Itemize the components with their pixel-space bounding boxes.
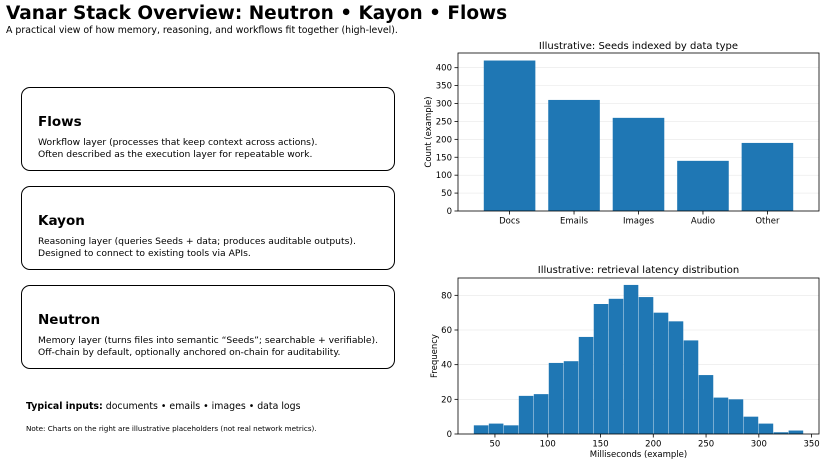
y-tick-label: 0	[447, 430, 452, 440]
layer-card-neutron: Neutron Memory layer (turns files into s…	[21, 285, 395, 369]
x-tick-label: Audio	[691, 217, 715, 227]
x-tick-label: 50	[490, 440, 501, 450]
x-tick-label: 200	[645, 440, 661, 450]
layer-description-line: Reasoning layer (queries Seeds + data; p…	[38, 236, 356, 247]
x-tick-label: 350	[803, 440, 819, 450]
y-axis-label: Frequency	[430, 334, 440, 378]
histogram-bar	[578, 336, 594, 434]
histogram-bar	[728, 399, 744, 434]
bar	[548, 99, 600, 211]
layer-description-line: Workflow layer (processes that keep cont…	[38, 137, 318, 148]
y-tick-label: 150	[436, 153, 452, 163]
histogram-bar	[698, 375, 714, 434]
layer-description-line: Off-chain by default, optionally anchore…	[38, 347, 341, 358]
chart-title: Illustrative: Seeds indexed by data type	[539, 41, 738, 52]
histogram-bar	[473, 425, 489, 434]
histogram-bar	[593, 304, 609, 434]
layer-title: Neutron	[38, 312, 101, 328]
bar	[612, 117, 665, 211]
y-tick-label: 50	[441, 189, 452, 199]
charts-note: Note: Charts on the right are illustrati…	[26, 424, 317, 433]
bar	[741, 142, 794, 211]
histogram-bar	[488, 423, 504, 434]
histogram-bar	[758, 423, 774, 434]
y-tick-label: 350	[436, 82, 452, 92]
x-tick-label: Emails	[560, 217, 589, 227]
x-tick-label: Other	[755, 217, 780, 227]
y-axis-label: Count (example)	[424, 96, 434, 167]
plot-frame	[457, 277, 820, 435]
seeds-bar-chart: 0 50 100 150 200 250 300 350 400 Docs Emails Images…	[424, 41, 820, 227]
histogram-bar	[683, 340, 699, 434]
histogram-bar	[518, 395, 534, 434]
y-tick-label: 60	[441, 326, 452, 336]
bar	[483, 60, 536, 212]
y-tick-label: 200	[436, 135, 452, 145]
y-tick-label: 80	[441, 291, 452, 301]
layer-title: Flows	[38, 114, 82, 130]
histogram-bar	[668, 321, 684, 434]
histogram-bar	[743, 416, 759, 434]
y-tick-label: 20	[441, 395, 452, 405]
histogram-bar	[503, 425, 519, 434]
bar	[677, 160, 729, 211]
typical-inputs-label: Typical inputs:	[26, 401, 103, 412]
histogram-bar	[563, 361, 579, 434]
x-axis-label: Milliseconds (example)	[590, 450, 687, 460]
x-tick-label: Docs	[499, 217, 520, 227]
plot-frame	[457, 52, 820, 212]
y-tick-label: 40	[441, 361, 452, 371]
histogram-bar	[773, 432, 789, 434]
histogram-bar	[608, 298, 624, 434]
histogram-bar	[638, 297, 654, 434]
typical-inputs: Typical inputs: documents • emails • ima…	[26, 401, 301, 412]
layer-description-line: Memory layer (turns files into semantic …	[38, 335, 378, 346]
layer-description-line: Designed to connect to existing tools vi…	[38, 248, 251, 259]
x-tick-label: 300	[751, 440, 767, 450]
y-tick-label: 0	[447, 207, 452, 217]
histogram-bar	[548, 362, 564, 434]
histogram-bar	[653, 312, 669, 434]
layer-title: Kayon	[38, 213, 85, 229]
layer-description-line: Often described as the execution layer f…	[38, 149, 313, 160]
histogram-bar	[788, 430, 804, 434]
layer-card-kayon: Kayon Reasoning layer (queries Seeds + d…	[21, 186, 395, 270]
y-tick-label: 250	[436, 117, 452, 127]
x-tick-label: Images	[623, 217, 655, 227]
histogram-bar	[623, 284, 639, 434]
chart-title: Illustrative: retrieval latency distribu…	[538, 265, 739, 276]
typical-inputs-text: documents • emails • images • data logs	[102, 401, 301, 412]
x-tick-label: 150	[592, 440, 608, 450]
y-tick-label: 400	[436, 64, 452, 74]
histogram-bar	[533, 394, 549, 434]
x-tick-label: 250	[698, 440, 714, 450]
y-tick-label: 300	[436, 100, 452, 110]
x-tick-label: 100	[540, 440, 556, 450]
page-subtitle: A practical view of how memory, reasonin…	[6, 25, 398, 36]
layer-card-flows: Flows Workflow layer (processes that kee…	[21, 87, 395, 171]
y-tick-label: 100	[436, 171, 452, 181]
page-title: Vanar Stack Overview: Neutron • Kayon • …	[6, 3, 508, 24]
histogram-bar	[713, 397, 729, 434]
